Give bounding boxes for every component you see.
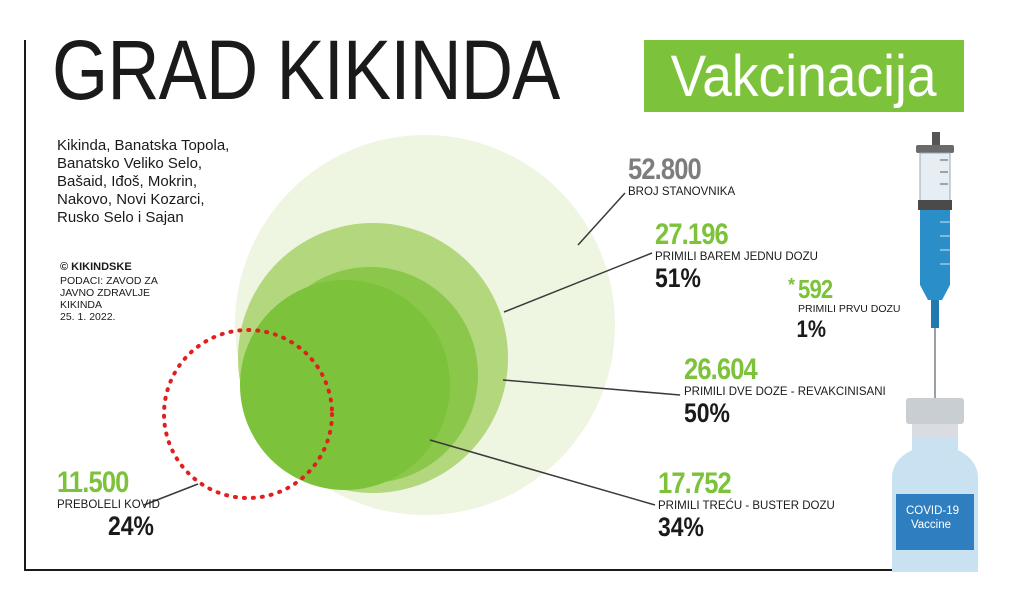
booster-value: 17.752	[658, 467, 732, 500]
topic-badge-label: Vakcinacija	[671, 43, 937, 109]
credit-line: PODACI: ZAVOD ZA	[60, 275, 158, 287]
credit-line: 25. 1. 2022.	[60, 311, 116, 323]
first-dose-value: 592	[798, 274, 833, 304]
one-dose-label: PRIMILI BAREM JEDNU DOZU	[655, 251, 818, 263]
places-line: Rusko Selo i Sajan	[57, 209, 184, 226]
recovered-value: 11.500	[57, 466, 129, 499]
recovered-label: PREBOLELI KOVID	[57, 499, 160, 511]
two-doses-label: PRIMILI DVE DOZE - REVAKCINISANI	[684, 386, 886, 398]
two-doses-leader-line	[502, 379, 681, 396]
two-doses-value: 26.604	[684, 353, 758, 386]
vial-label: COVID-19 Vaccine	[906, 504, 960, 532]
topic-badge: Vakcinacija	[644, 40, 964, 112]
stat-two-doses: 26.604 PRIMILI DVE DOZE - REVAKCINISANI …	[684, 353, 886, 428]
booster-label: PRIMILI TREĆU - BUSTER DOZU	[658, 500, 835, 512]
places-line: Bašaid, Iđoš, Mokrin,	[57, 173, 198, 190]
population-leader-line	[577, 192, 626, 246]
recovered-dotted-circle	[162, 328, 334, 500]
syringe-icon	[916, 132, 954, 398]
first-dose-asterisk: *	[788, 275, 796, 295]
population-label: BROJ STANOVNIKA	[628, 186, 736, 198]
places-line: Nakovo, Novi Kozarci,	[57, 191, 205, 208]
places-line: Banatsko Veliko Selo,	[57, 155, 203, 172]
one-dose-value: 27.196	[655, 218, 729, 251]
first-dose-label: PRIMILI PRVU DOZU	[798, 303, 901, 315]
places-line: Kikinda, Banatska Topola,	[57, 137, 230, 154]
credit-line: JAVNO ZDRAVLJE	[60, 287, 151, 299]
credit-line: KIKINDA	[60, 299, 103, 311]
credit-copyright: © KIKINDSKE	[60, 261, 132, 273]
source-credit: © KIKINDSKE PODACI: ZAVOD ZA JAVNO ZDRAV…	[60, 261, 180, 323]
places-list: Kikinda, Banatska Topola, Banatsko Velik…	[57, 137, 287, 227]
frame-left-rule	[24, 40, 26, 570]
booster-circle	[240, 280, 450, 490]
one-dose-leader-line	[503, 252, 653, 313]
vaccine-vial-icon	[892, 398, 978, 572]
one-dose-percent: 51%	[655, 263, 701, 293]
first-dose-percent: 1%	[796, 316, 826, 343]
booster-percent: 34%	[658, 512, 704, 542]
vial-label-line: COVID-19	[906, 505, 960, 517]
stat-one-dose: 27.196 PRIMILI BAREM JEDNU DOZU 51%	[655, 218, 818, 293]
population-value: 52.800	[628, 153, 702, 186]
recovered-percent: 24%	[108, 511, 154, 541]
stat-booster: 17.752 PRIMILI TREĆU - BUSTER DOZU 34%	[658, 467, 835, 542]
page-title: GRAD KIKINDA	[52, 23, 560, 117]
booster-leader-line	[429, 439, 656, 506]
stat-population: 52.800 BROJ STANOVNIKA	[628, 155, 735, 199]
stat-first-dose: * 592 PRIMILI PRVU DOZU 1%	[788, 276, 901, 344]
stat-recovered: 11.500 PREBOLELI KOVID 24%	[57, 466, 171, 541]
vial-label-line: Vaccine	[910, 519, 952, 531]
frame-bottom-rule	[24, 569, 966, 571]
two-doses-percent: 50%	[684, 398, 730, 428]
recovered-leader-line	[143, 483, 199, 506]
